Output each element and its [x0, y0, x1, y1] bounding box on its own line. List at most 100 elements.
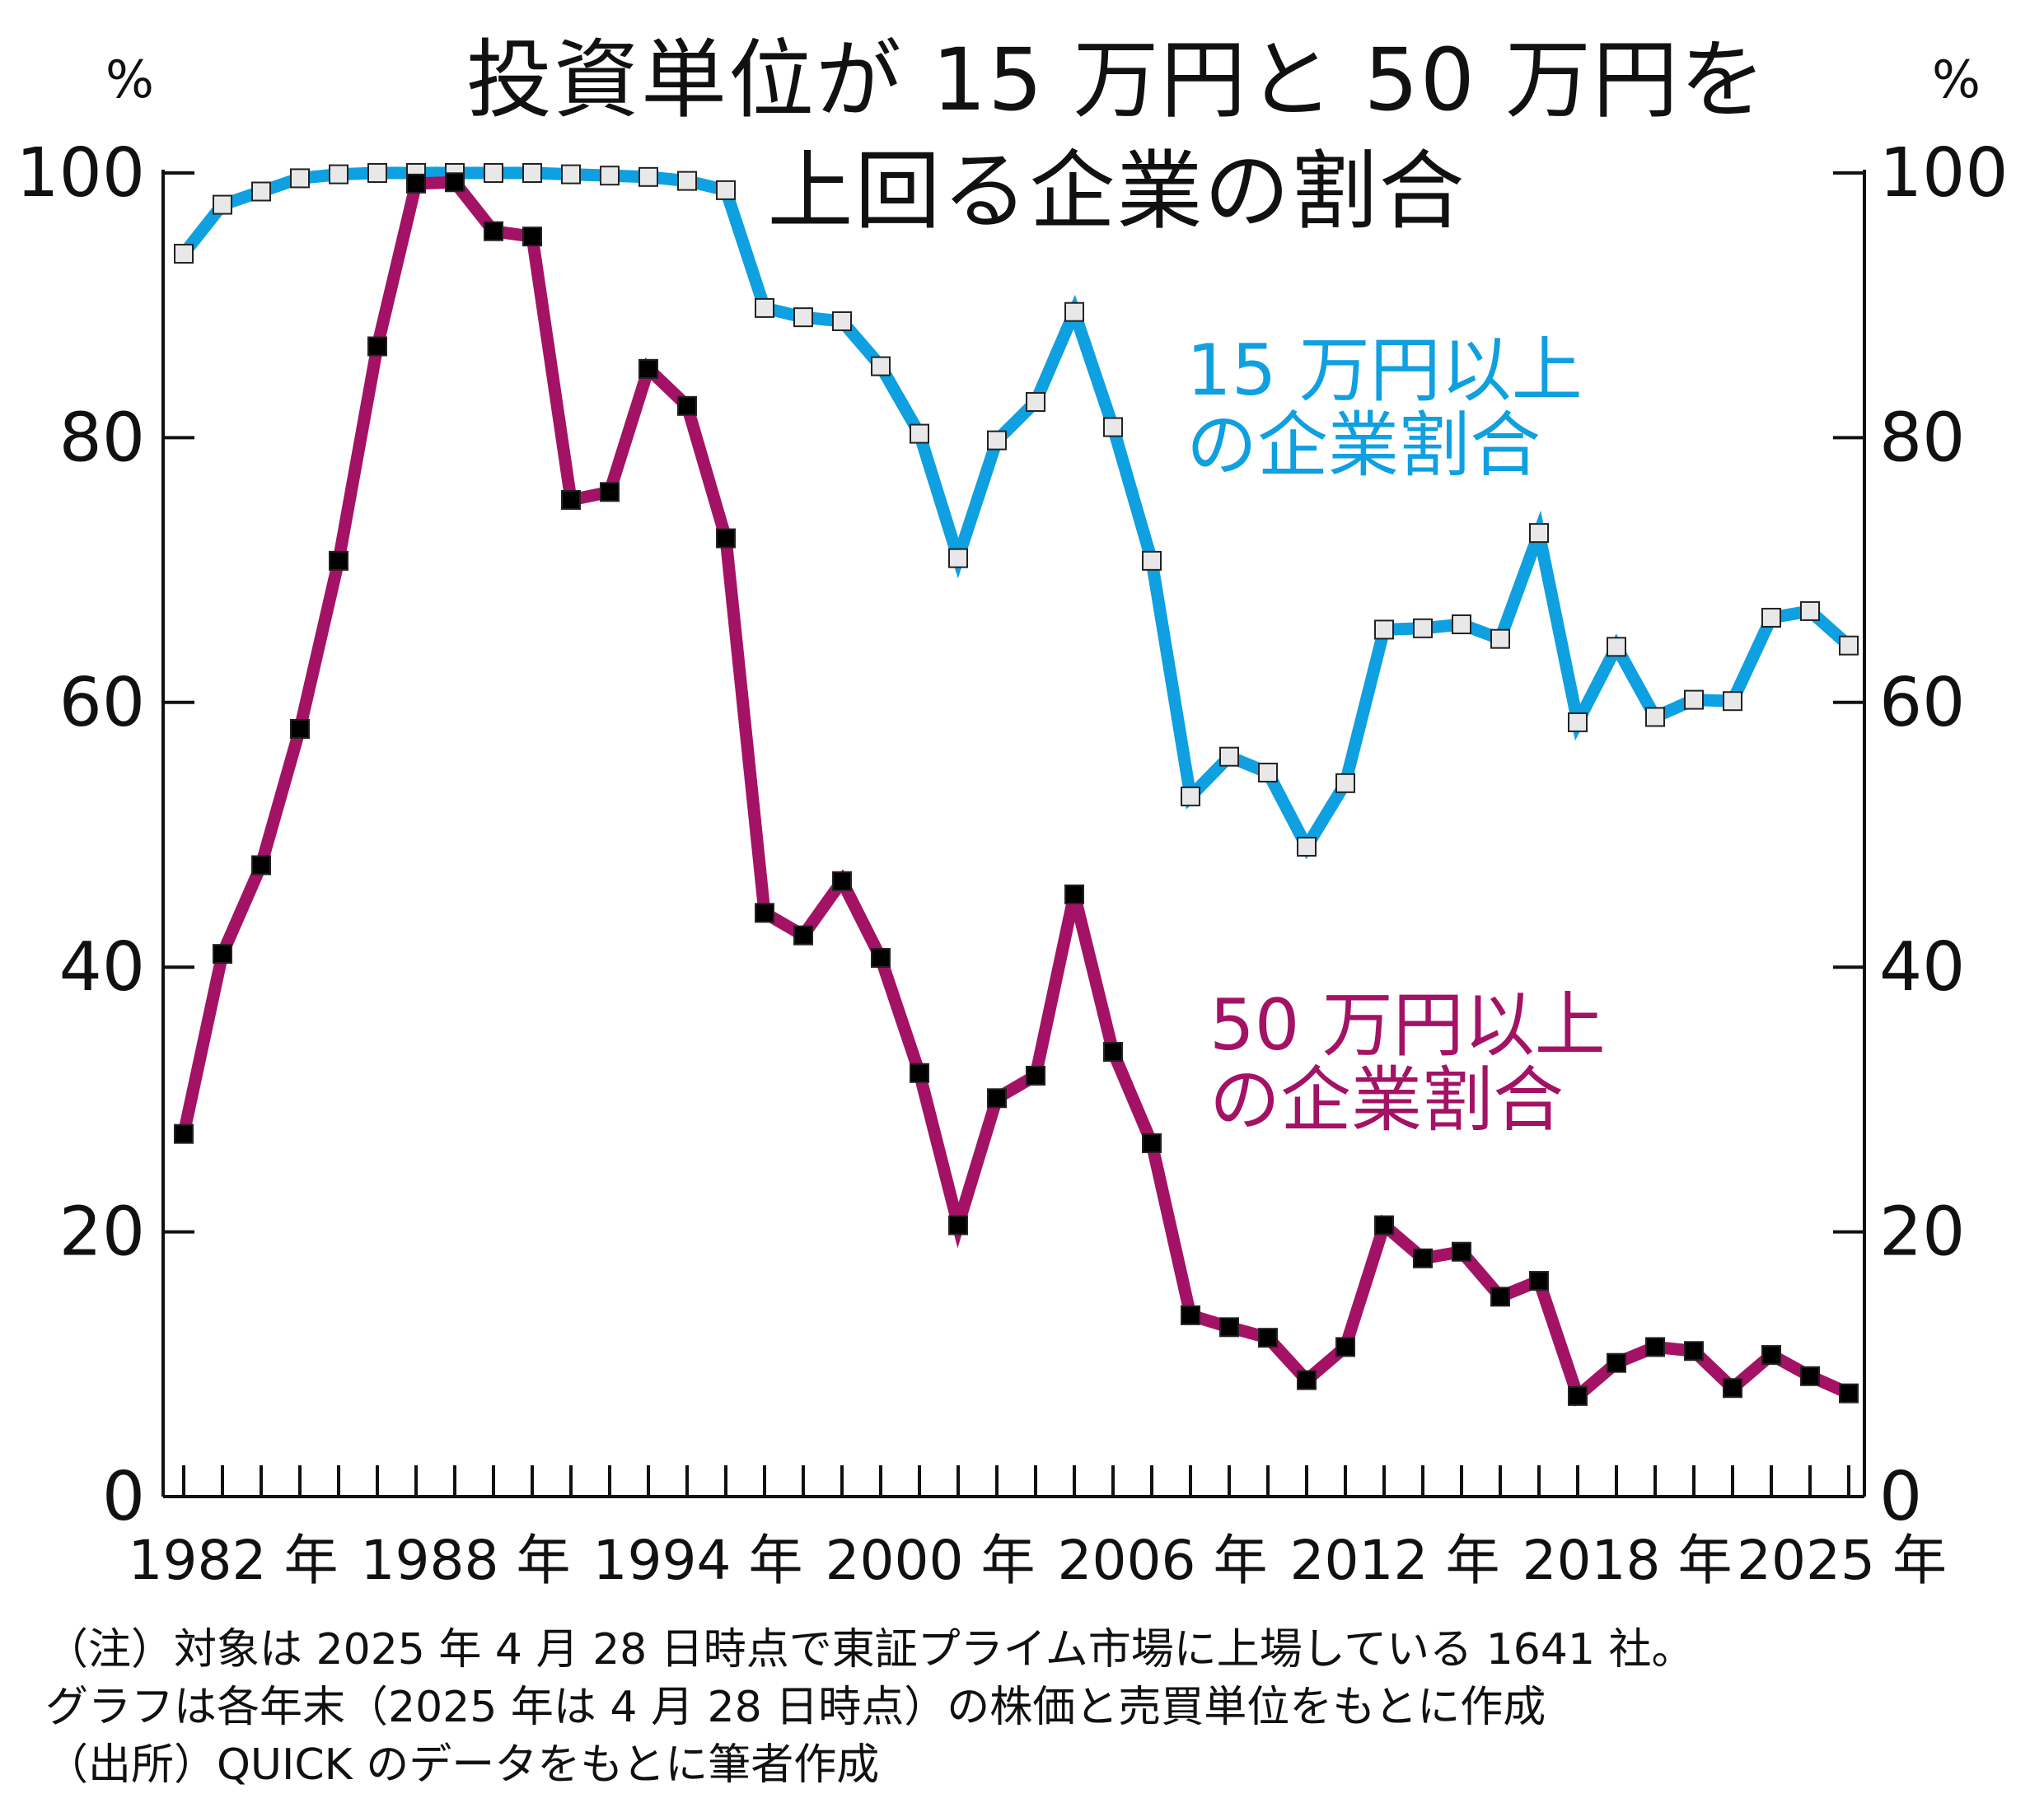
data-point-over15 — [1297, 836, 1317, 857]
data-point-over15 — [638, 166, 658, 187]
data-point-over50 — [987, 1088, 1007, 1109]
data-point-over15 — [1645, 707, 1665, 727]
series-label-over15: 15 万円以上 の企業割合 — [1186, 329, 1583, 488]
data-point-over50 — [948, 1215, 968, 1235]
data-point-over50 — [1452, 1241, 1471, 1262]
data-point-over15 — [1258, 762, 1278, 782]
data-point-over50 — [716, 528, 736, 549]
data-point-over15 — [1607, 637, 1626, 657]
data-point-over50 — [755, 903, 774, 923]
data-point-over50 — [1684, 1341, 1704, 1362]
x-tick-label: 2012 年 — [1290, 1529, 1500, 1592]
data-point-over15 — [1490, 628, 1510, 649]
series-over50 — [174, 172, 1859, 1407]
right-axis-unit: % — [1932, 49, 1981, 110]
data-point-over15 — [213, 194, 232, 215]
series-label-over50: 50 万円以上 の企業割合 — [1209, 988, 1606, 1138]
notes: （注）対象は 2025 年 4 月 28 日時点で東証プライム市場に上場している… — [45, 1621, 1695, 1794]
note-line-3: （出所）QUICK のデータをもとに筆者作成 — [45, 1740, 880, 1790]
data-point-over50 — [1374, 1215, 1394, 1235]
data-point-over50 — [1568, 1385, 1588, 1406]
y-tick-label-left: 0 — [102, 1458, 145, 1536]
series-line-over15 — [179, 166, 1853, 860]
data-point-over15 — [832, 311, 852, 331]
data-point-over15 — [1219, 746, 1239, 767]
y-tick-label-right: 100 — [1879, 134, 2009, 213]
note-line-1: （注）対象は 2025 年 4 月 28 日時点で東証プライム市場に上場している… — [45, 1625, 1695, 1675]
series-label-over50-line-1: 50 万円以上 — [1209, 984, 1606, 1067]
data-point-over50 — [793, 925, 813, 946]
chart-title-line-2: 上回る企業の割合 — [767, 141, 1466, 241]
data-point-over50 — [445, 172, 465, 193]
data-point-over15 — [1839, 635, 1859, 656]
y-tick-label-right: 0 — [1879, 1458, 1922, 1536]
note-line-2: グラフは各年末（2025 年は 4 月 28 日時点）の株価と売買単位をもとに作… — [45, 1683, 1546, 1732]
data-point-over15 — [987, 430, 1007, 451]
series-label-over15-line-1: 15 万円以上 — [1186, 329, 1583, 412]
data-point-over50 — [832, 871, 852, 891]
series-layer — [174, 163, 1859, 1407]
data-point-over50 — [251, 855, 271, 876]
data-point-over15 — [174, 244, 194, 264]
y-tick-label-right: 20 — [1879, 1193, 1965, 1272]
data-point-over15 — [677, 170, 697, 191]
data-point-over15 — [871, 356, 891, 376]
data-point-over15 — [600, 166, 620, 186]
data-point-over50 — [1103, 1042, 1123, 1063]
data-point-over15 — [1142, 550, 1162, 571]
data-point-over15 — [329, 164, 348, 185]
data-point-over15 — [1684, 689, 1704, 710]
data-point-over50 — [1761, 1345, 1781, 1366]
series-label-over50-line-2: の企業割合 — [1209, 1059, 1564, 1142]
data-point-over15 — [910, 423, 929, 444]
series-label-over15-line-2: の企業割合 — [1186, 404, 1541, 488]
data-point-over15 — [1335, 773, 1355, 793]
chart-title-line-1: 投資単位が 15 万円と 50 万円を — [466, 30, 1767, 130]
x-tick-label: 2006 年 — [1058, 1529, 1268, 1592]
x-tick-label: 2018 年 — [1522, 1529, 1733, 1592]
data-point-over15 — [251, 181, 271, 202]
data-point-over50 — [1645, 1337, 1665, 1357]
data-point-over50 — [1839, 1383, 1859, 1404]
data-point-over50 — [561, 489, 581, 510]
data-point-over50 — [1297, 1370, 1317, 1390]
data-point-over50 — [213, 944, 232, 965]
data-point-over15 — [522, 163, 542, 183]
data-point-over15 — [793, 307, 813, 328]
data-point-over50 — [638, 358, 658, 379]
y-tick-label-left: 60 — [59, 664, 145, 742]
data-point-over50 — [484, 221, 503, 241]
y-tick-label-right: 80 — [1879, 399, 1965, 477]
series-line-over50 — [177, 175, 1852, 1407]
data-point-over15 — [290, 168, 310, 189]
left-axis-unit: % — [105, 49, 154, 110]
data-point-over15 — [1800, 600, 1820, 621]
data-point-over15 — [755, 297, 774, 318]
data-point-over50 — [600, 482, 620, 502]
y-tick-label-right: 40 — [1879, 928, 1965, 1007]
data-point-over50 — [1490, 1287, 1510, 1307]
x-tick-label: 1994 年 — [593, 1529, 803, 1592]
data-point-over50 — [290, 718, 310, 739]
data-point-over50 — [329, 550, 348, 571]
data-point-over15 — [561, 164, 581, 185]
data-point-over50 — [1181, 1305, 1200, 1325]
data-point-over15 — [1413, 618, 1433, 638]
data-point-over15 — [716, 180, 736, 200]
series-over15 — [174, 163, 1859, 860]
data-point-over15 — [1452, 614, 1471, 634]
data-point-over15 — [484, 163, 503, 183]
x-tick-label: 2025 年 — [1737, 1529, 1947, 1592]
x-tick-label: 2000 年 — [826, 1529, 1036, 1592]
data-point-over50 — [1258, 1328, 1278, 1348]
data-point-over15 — [1064, 301, 1084, 322]
data-point-over50 — [1064, 884, 1084, 904]
x-tick-label: 1988 年 — [361, 1529, 571, 1592]
axes: 0 0 20 20 40 40 60 60 80 80 100 100 1982 年 1988 年 1994… — [16, 134, 2008, 1592]
data-point-over50 — [1335, 1337, 1355, 1357]
data-point-over50 — [1529, 1271, 1549, 1292]
data-point-over50 — [1026, 1065, 1045, 1086]
data-point-over50 — [1607, 1352, 1626, 1373]
data-point-over50 — [910, 1063, 929, 1083]
